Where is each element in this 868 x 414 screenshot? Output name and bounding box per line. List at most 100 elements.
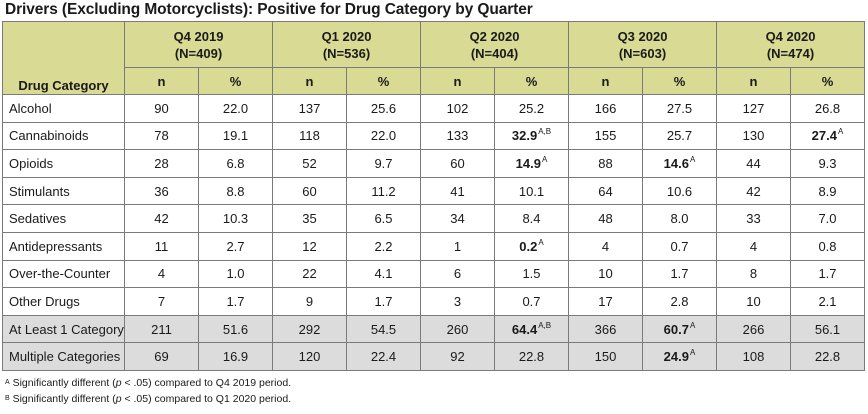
percent-cell: 4.1 xyxy=(346,259,421,289)
count-cell: 60 xyxy=(272,176,347,206)
count-cell: 4 xyxy=(568,231,643,261)
period-n: (N=536) xyxy=(322,45,371,61)
percent-value: 60.7 xyxy=(663,321,689,337)
count-cell: 137 xyxy=(272,94,347,123)
percent-value: 22.4 xyxy=(370,349,397,365)
n-column-header: n xyxy=(420,67,495,95)
count-cell: 10 xyxy=(568,259,643,289)
percent-value: 6.8 xyxy=(226,155,245,171)
percent-cell: 11.2 xyxy=(346,176,421,206)
footnote-mark: B xyxy=(5,395,10,402)
percent-value: 9.3 xyxy=(818,155,837,171)
period-name: Q4 2019 xyxy=(173,28,224,44)
count-cell: 130 xyxy=(716,121,791,151)
footnote-p: p xyxy=(115,377,122,389)
percent-value: 22.0 xyxy=(370,128,397,144)
percent-value: 1.0 xyxy=(226,266,245,282)
period-name: Q1 2020 xyxy=(321,28,372,44)
percent-cell: 54.5 xyxy=(346,314,421,344)
percent-cell: 6.8 xyxy=(198,149,273,178)
percent-cell: 1.7 xyxy=(790,259,865,289)
count-cell: 22 xyxy=(272,259,347,289)
drug-category-header: Drug Category xyxy=(2,21,125,95)
percent-value: 1.5 xyxy=(522,266,541,282)
count-cell: 127 xyxy=(716,94,791,123)
percent-value: 8.4 xyxy=(522,211,541,227)
n-column-header: n xyxy=(272,67,347,95)
percent-cell: 2.7 xyxy=(198,231,273,261)
count-cell: 64 xyxy=(568,176,643,206)
count-cell: 60 xyxy=(420,149,495,178)
count-cell: 28 xyxy=(124,149,199,178)
footnote-mark: A xyxy=(5,379,10,386)
count-cell: 102 xyxy=(420,94,495,123)
count-cell: 155 xyxy=(568,121,643,151)
count-cell: 10 xyxy=(716,287,791,316)
count-cell: 48 xyxy=(568,204,643,233)
percent-column-header: % xyxy=(642,67,717,95)
footnote-text: < .05) compared to Q4 2019 period. xyxy=(121,377,292,389)
count-cell: 266 xyxy=(716,314,791,344)
percent-value: 1.7 xyxy=(818,266,837,282)
percent-value: 22.8 xyxy=(518,349,545,365)
percent-column-header: % xyxy=(494,67,569,95)
percent-value: 1.7 xyxy=(670,266,689,282)
footnote-text: Significantly different ( xyxy=(12,393,116,405)
percent-value: 0.7 xyxy=(670,238,689,254)
percent-column-header: % xyxy=(790,67,865,95)
count-cell: 33 xyxy=(716,204,791,233)
percent-value: 6.5 xyxy=(374,211,393,227)
footnote-a: A Significantly different (p < .05) comp… xyxy=(5,375,291,391)
percent-value: 19.1 xyxy=(222,128,249,144)
percent-value: 10.3 xyxy=(222,211,249,227)
count-cell: 211 xyxy=(124,314,199,344)
percent-cell: 16.9 xyxy=(198,342,273,371)
count-cell: 36 xyxy=(124,176,199,206)
percent-value: 26.8 xyxy=(814,100,841,116)
percent-cell: 10.1 xyxy=(494,176,569,206)
period-name: Q4 2020 xyxy=(765,28,816,44)
period-n: (N=474) xyxy=(766,45,815,61)
percent-cell: 25.7 xyxy=(642,121,717,151)
count-cell: 118 xyxy=(272,121,347,151)
percent-value: 64.4 xyxy=(511,321,538,337)
count-cell: 260 xyxy=(420,314,495,344)
percent-cell: 2.2 xyxy=(346,231,421,261)
percent-value: 25.6 xyxy=(370,100,397,116)
percent-cell: 14.6A xyxy=(642,149,717,178)
percent-value: 32.9 xyxy=(511,128,538,144)
percent-value: 8.0 xyxy=(670,211,689,227)
count-cell: 12 xyxy=(272,231,347,261)
count-cell: 35 xyxy=(272,204,347,233)
percent-cell: 9.3 xyxy=(790,149,865,178)
percent-value: 0.7 xyxy=(522,293,541,309)
count-cell: 69 xyxy=(124,342,199,371)
percent-value: 24.9 xyxy=(663,349,689,365)
percent-value: 2.1 xyxy=(818,293,837,309)
percent-cell: 9.7 xyxy=(346,149,421,178)
count-cell: 366 xyxy=(568,314,643,344)
percent-cell: 0.2A xyxy=(494,231,569,261)
count-cell: 34 xyxy=(420,204,495,233)
drug-category-label: Alcohol xyxy=(2,94,125,123)
percent-value: 10.6 xyxy=(666,183,693,199)
count-cell: 133 xyxy=(420,121,495,151)
table-row: Multiple Categories 69 16.9 120 22.4 92 22.8 15… xyxy=(2,342,865,371)
percent-value: 22.0 xyxy=(222,100,249,116)
table-row: At Least 1 Category 211 51.6 292 54.5 260 64.4… xyxy=(2,314,865,344)
period-header-q1-2020: Q1 2020 (N=536) xyxy=(272,21,421,68)
count-cell: 7 xyxy=(124,287,199,316)
footnote-b: B Significantly different (p < .05) comp… xyxy=(5,391,291,407)
table-row: Stimulants 36 8.8 60 11.2 41 10.1 64 10.6 42 8.9 xyxy=(2,176,865,206)
count-cell: 108 xyxy=(716,342,791,371)
significance-marker: A,B xyxy=(538,320,552,330)
footnote-text: < .05) compared to Q1 2020 period. xyxy=(121,393,292,405)
percent-value: 54.5 xyxy=(370,321,397,337)
percent-value: 2.7 xyxy=(226,238,245,254)
percent-value: 9.7 xyxy=(374,155,393,171)
percent-cell: 19.1 xyxy=(198,121,273,151)
percent-cell: 8.4 xyxy=(494,204,569,233)
drug-category-label: At Least 1 Category xyxy=(2,314,125,344)
percent-value: 56.1 xyxy=(814,321,841,337)
table-body: Alcohol 90 22.0 137 25.6 102 25.2 166 27.5 127 26.… xyxy=(2,94,865,371)
